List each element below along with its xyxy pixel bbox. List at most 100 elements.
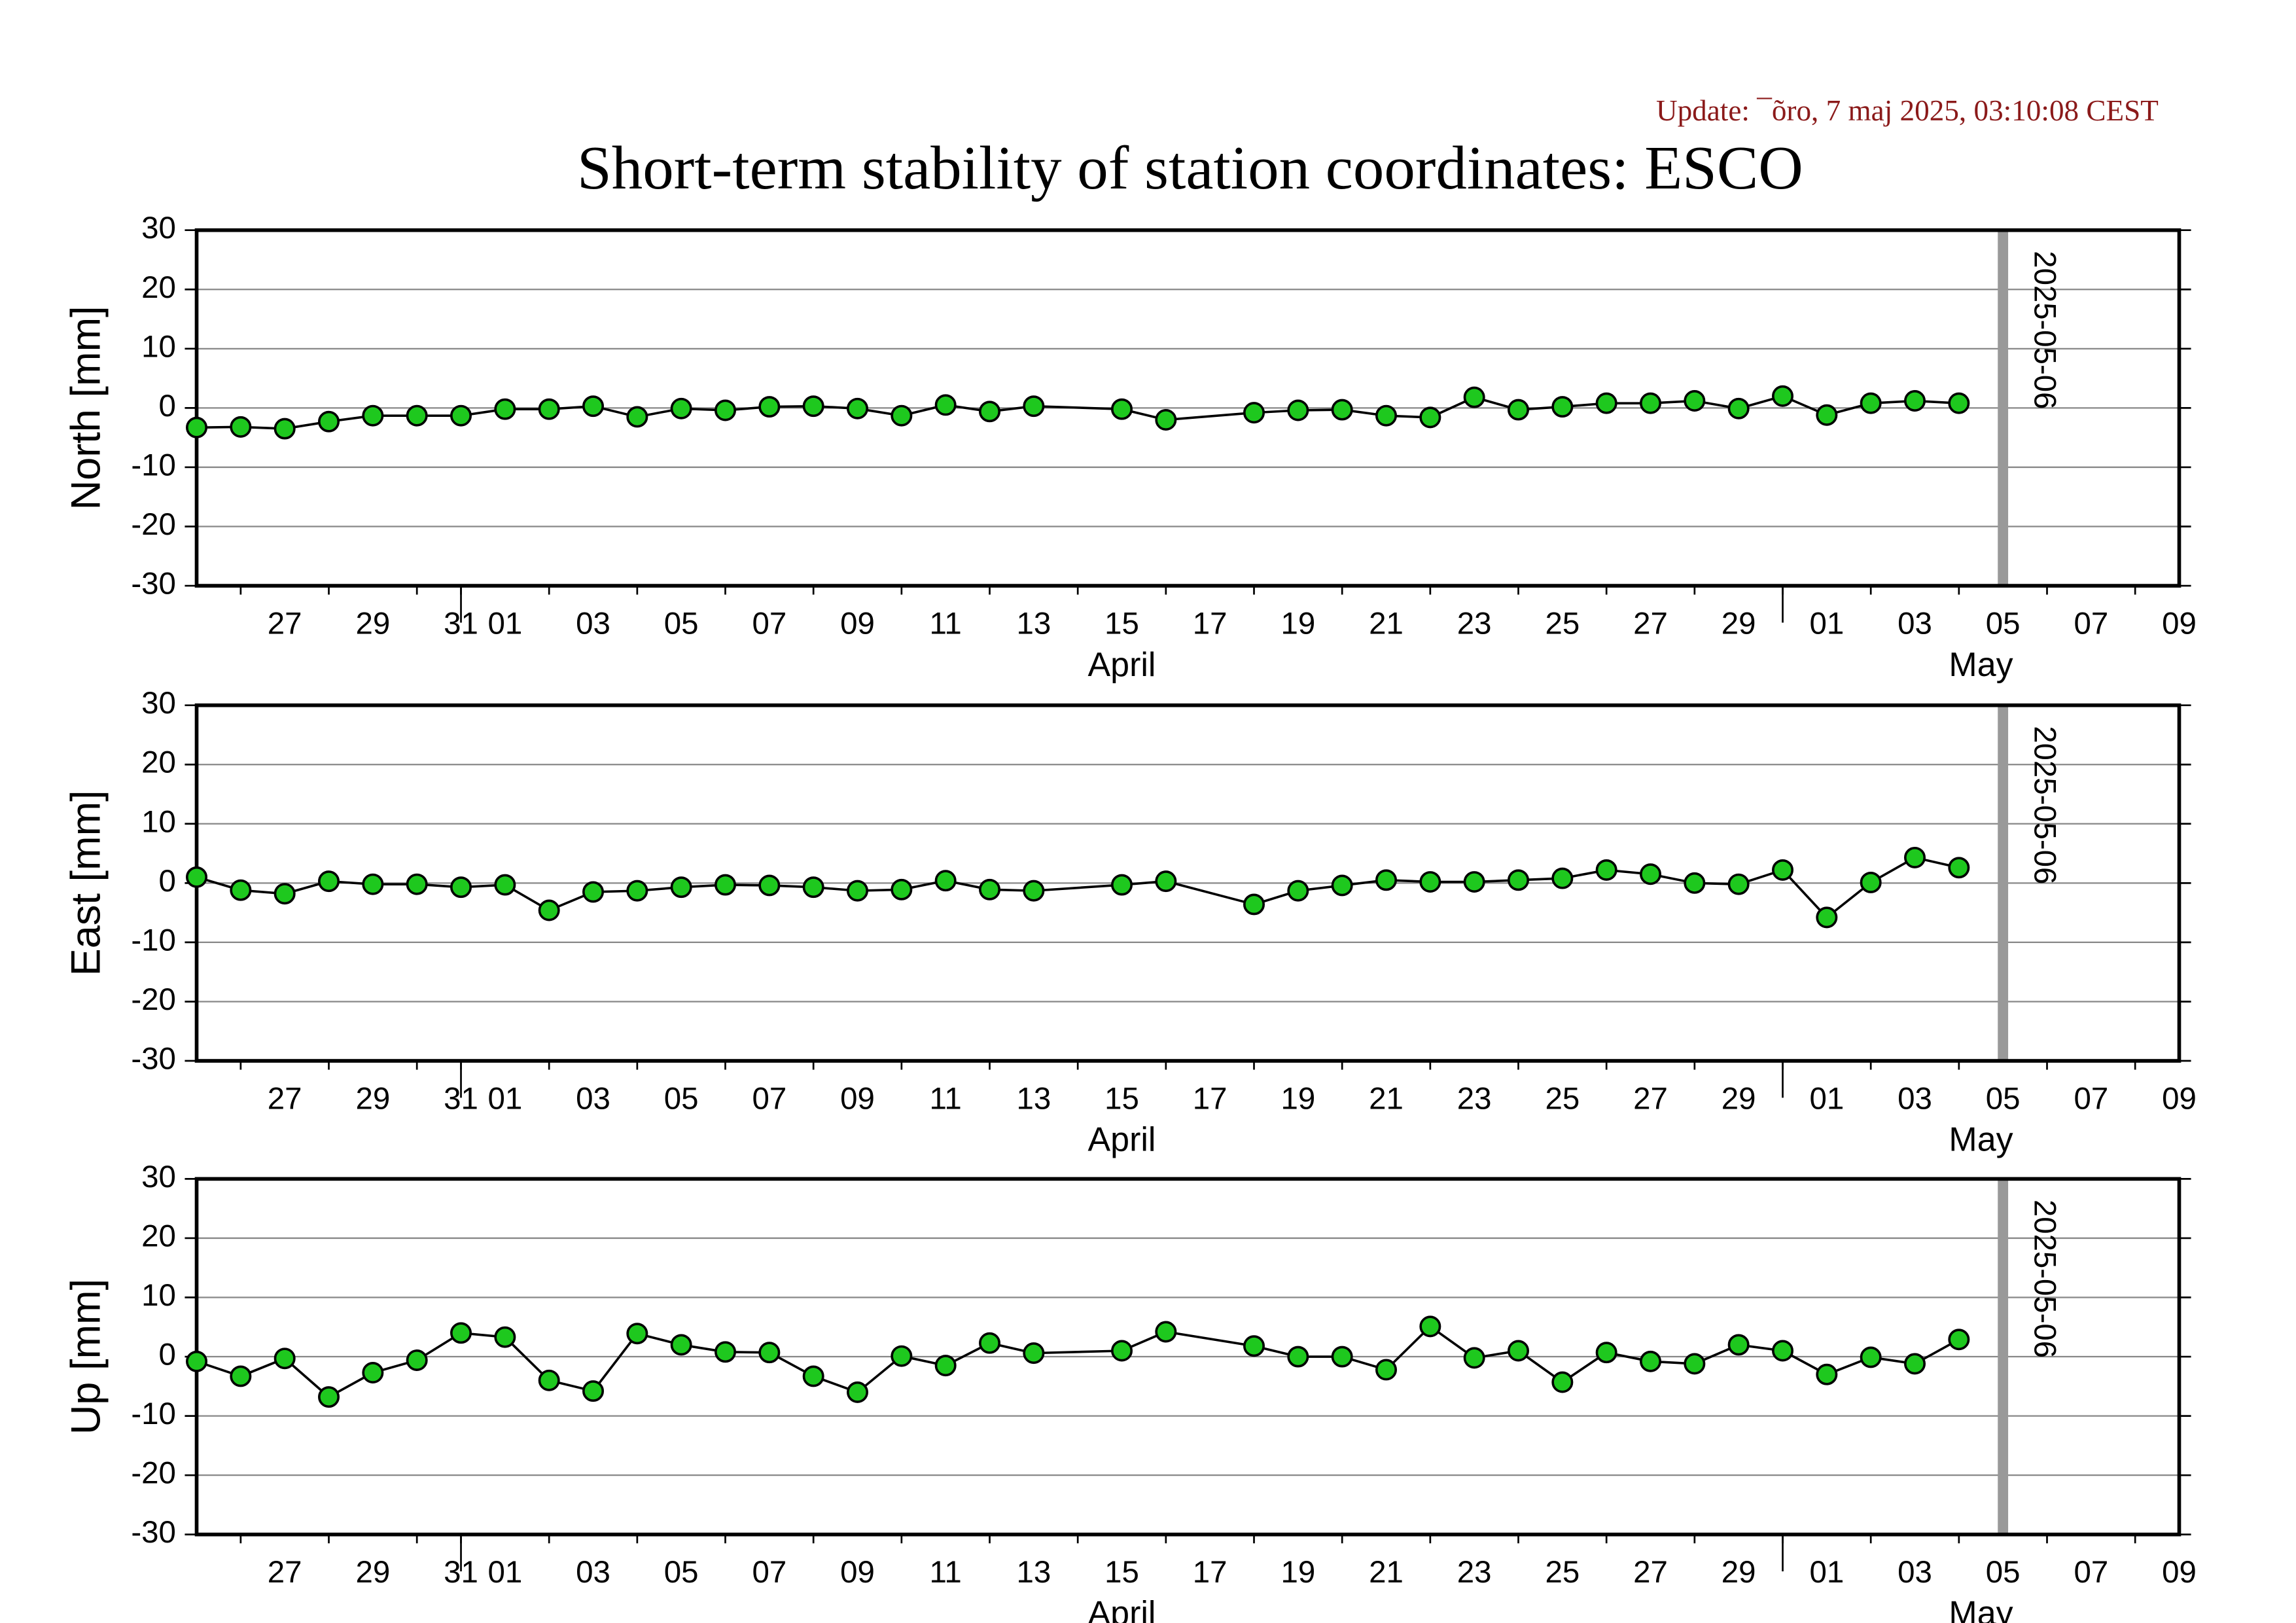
data-point [847, 397, 869, 419]
data-point [186, 1350, 208, 1372]
y-tick-label: 0 [158, 1338, 175, 1372]
y-tick-label: 0 [158, 389, 175, 423]
x-tick-label: 03 [1898, 1081, 1932, 1116]
data-point [582, 395, 605, 418]
data-point [1287, 1346, 1309, 1368]
data-point [1904, 390, 1926, 412]
y-tick-label: 10 [141, 1278, 176, 1313]
x-tick-label: 05 [1986, 1555, 2021, 1590]
data-point [1419, 871, 1441, 893]
month-label: April [1088, 1121, 1156, 1159]
data-point [494, 1326, 516, 1348]
x-tick-label: 15 [1104, 606, 1139, 641]
x-tick-label: 17 [1193, 1555, 1227, 1590]
data-point [979, 878, 1001, 901]
x-tick-label: 09 [2162, 606, 2197, 641]
data-point [934, 870, 957, 892]
data-point [802, 395, 824, 418]
data-point [318, 1386, 340, 1408]
y-tick-label: 20 [141, 270, 176, 305]
plot-frame [194, 228, 2181, 588]
x-tick-label: 09 [840, 606, 875, 641]
month-label: April [1088, 1594, 1156, 1623]
data-point [1287, 399, 1309, 421]
y-tick-label: -30 [131, 1515, 176, 1550]
data-point [538, 899, 560, 921]
data-point [362, 1362, 384, 1383]
data-point [1640, 1350, 1661, 1372]
data-point [1772, 385, 1793, 407]
month-label: May [1949, 646, 2013, 684]
x-tick-label: 03 [576, 606, 610, 641]
x-tick-label: 27 [268, 606, 302, 641]
x-tick-label: 27 [268, 1081, 302, 1116]
data-point [1243, 893, 1265, 916]
y-tick-label: 10 [141, 804, 176, 839]
data-point [934, 394, 957, 416]
x-tick-label: 13 [1016, 1081, 1051, 1116]
data-point [1948, 857, 1970, 879]
y-tick-label: 30 [141, 686, 176, 721]
data-point [1331, 1346, 1353, 1368]
x-tick-label: 05 [1986, 606, 2021, 641]
y-axis-label: Up [mm] [63, 1279, 109, 1435]
data-point [1419, 1315, 1441, 1338]
x-tick-label: 19 [1280, 1081, 1315, 1116]
data-point [1375, 869, 1397, 891]
x-tick-label: 29 [355, 1081, 390, 1116]
data-point [230, 1365, 252, 1387]
data-point [934, 1355, 957, 1377]
data-point [1640, 863, 1661, 885]
data-point [758, 1342, 781, 1364]
data-point [1419, 406, 1441, 429]
x-tick-label: 15 [1104, 1555, 1139, 1590]
data-point [274, 418, 296, 440]
data-point [758, 874, 781, 897]
date-marker-label: 2025-05-06 [2028, 1200, 2062, 1358]
x-tick-label: 03 [576, 1081, 610, 1116]
data-point [1331, 399, 1353, 421]
data-point [1727, 397, 1750, 419]
x-tick-label: 13 [1016, 606, 1051, 641]
data-point [1023, 1342, 1045, 1364]
x-tick-label: 01 [1809, 1081, 1844, 1116]
data-point [1727, 1334, 1750, 1356]
x-tick-label: 01 [1809, 1555, 1844, 1590]
data-point [1640, 392, 1661, 414]
y-tick-label: -30 [131, 567, 176, 601]
data-point [891, 878, 913, 901]
data-point [1772, 859, 1793, 881]
month-label: May [1949, 1594, 2013, 1623]
x-tick-label: 29 [1722, 1555, 1756, 1590]
date-marker-label: 2025-05-06 [2028, 251, 2062, 409]
data-point [1904, 1353, 1926, 1375]
data-point [538, 1369, 560, 1391]
data-point [1155, 870, 1177, 893]
data-point [979, 401, 1001, 423]
data-point [1595, 859, 1617, 881]
data-point [450, 404, 472, 427]
x-tick-label: 07 [2074, 606, 2108, 641]
x-tick-label: 21 [1369, 1555, 1404, 1590]
y-tick-label: 10 [141, 329, 176, 364]
data-point [406, 1349, 428, 1371]
data-point [802, 1365, 824, 1387]
x-tick-label: 05 [664, 606, 699, 641]
data-point [494, 874, 516, 896]
y-tick-label: 20 [141, 745, 176, 780]
data-point [450, 876, 472, 899]
data-point [1111, 1340, 1133, 1362]
x-tick-label: 19 [1280, 606, 1315, 641]
data-point [1023, 880, 1045, 902]
x-tick-label: 03 [1898, 1555, 1932, 1590]
data-point [1860, 871, 1882, 893]
x-tick-label: 25 [1545, 1555, 1580, 1590]
x-tick-label: 09 [2162, 1081, 2197, 1116]
data-point [1243, 1335, 1265, 1357]
data-point [626, 1323, 648, 1345]
data-point [406, 873, 428, 895]
x-tick-label: 27 [268, 1555, 302, 1590]
data-point [1463, 386, 1485, 408]
